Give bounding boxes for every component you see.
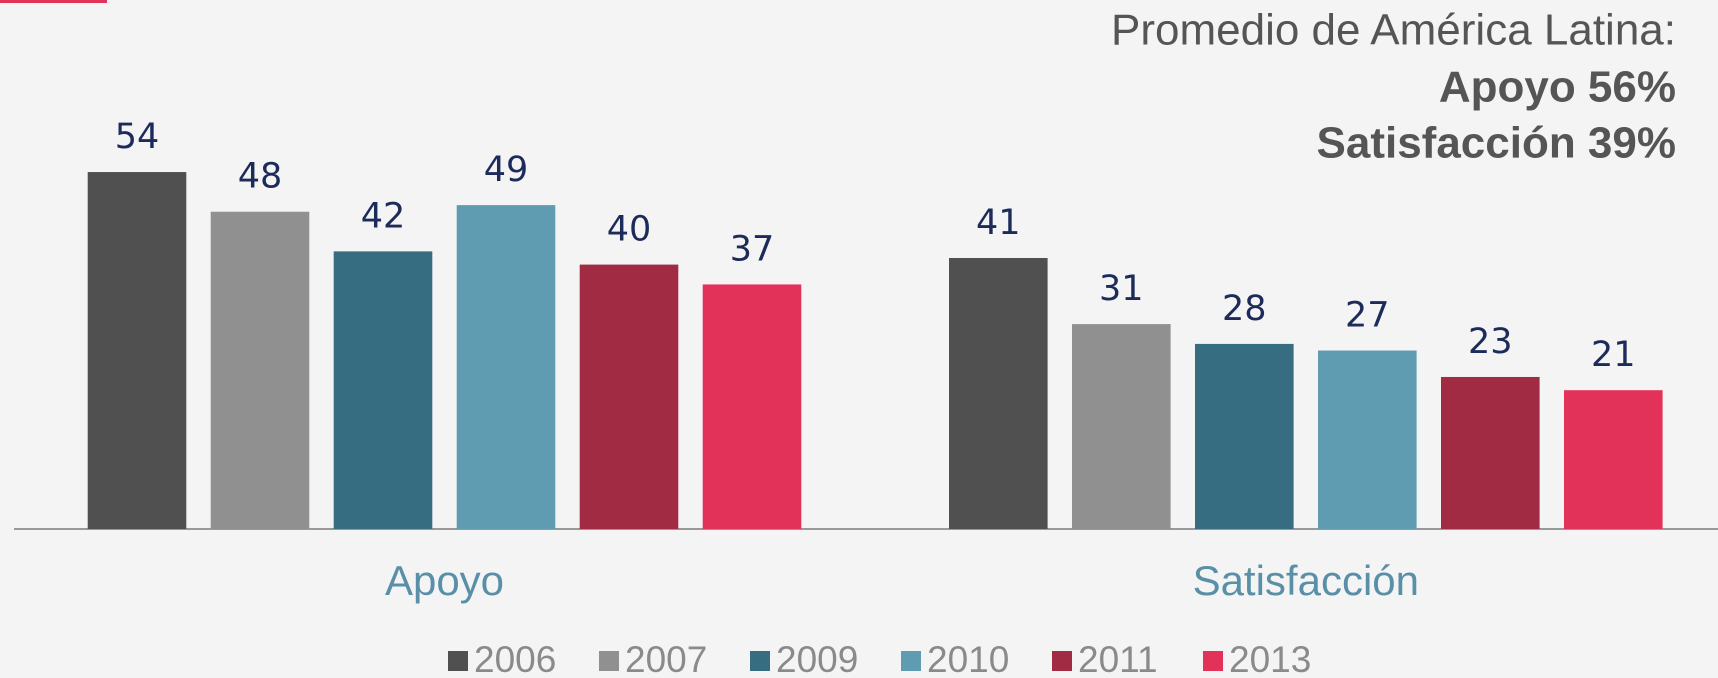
legend-label: 2010 — [927, 639, 1009, 678]
value-label: 23 — [1468, 322, 1513, 362]
legend-swatch — [901, 651, 921, 671]
bar — [1318, 350, 1417, 529]
bar — [1195, 343, 1294, 529]
value-label: 41 — [976, 203, 1021, 243]
legend-label: 2007 — [625, 639, 707, 678]
legend-swatch — [750, 651, 770, 671]
annotation: Promedio de América Latina: — [1111, 6, 1676, 55]
category-label: Satisfacción — [1193, 557, 1419, 604]
bar — [1072, 324, 1171, 529]
legend-swatch — [1203, 651, 1223, 671]
legend-label: 2006 — [474, 639, 556, 678]
bar — [702, 284, 802, 529]
value-label: 48 — [238, 157, 283, 197]
category-label: Apoyo — [385, 557, 504, 604]
value-label: 27 — [1345, 296, 1390, 336]
bar — [1564, 390, 1663, 529]
legend-swatch — [599, 651, 619, 671]
accent-bar — [0, 0, 107, 3]
bar — [333, 251, 433, 529]
annotation: Apoyo 56% — [1439, 63, 1676, 112]
bar — [949, 257, 1048, 529]
legend-label: 2009 — [776, 639, 858, 678]
value-label: 28 — [1222, 289, 1267, 329]
value-label: 31 — [1099, 269, 1144, 309]
value-label: 54 — [115, 117, 160, 157]
value-label: 49 — [484, 150, 529, 190]
value-label: 21 — [1591, 335, 1636, 375]
legend-swatch — [448, 651, 468, 671]
bar — [87, 172, 187, 529]
bar — [579, 264, 679, 529]
value-label: 42 — [361, 196, 406, 236]
legend-label: 2011 — [1078, 639, 1158, 678]
bar — [1441, 376, 1540, 529]
value-label: 37 — [730, 229, 775, 269]
legend-swatch — [1052, 651, 1072, 671]
legend-label: 2013 — [1229, 639, 1311, 678]
bar — [210, 211, 310, 529]
value-label: 40 — [607, 210, 652, 250]
annotation: Satisfacción 39% — [1317, 119, 1677, 168]
bar — [456, 205, 556, 530]
